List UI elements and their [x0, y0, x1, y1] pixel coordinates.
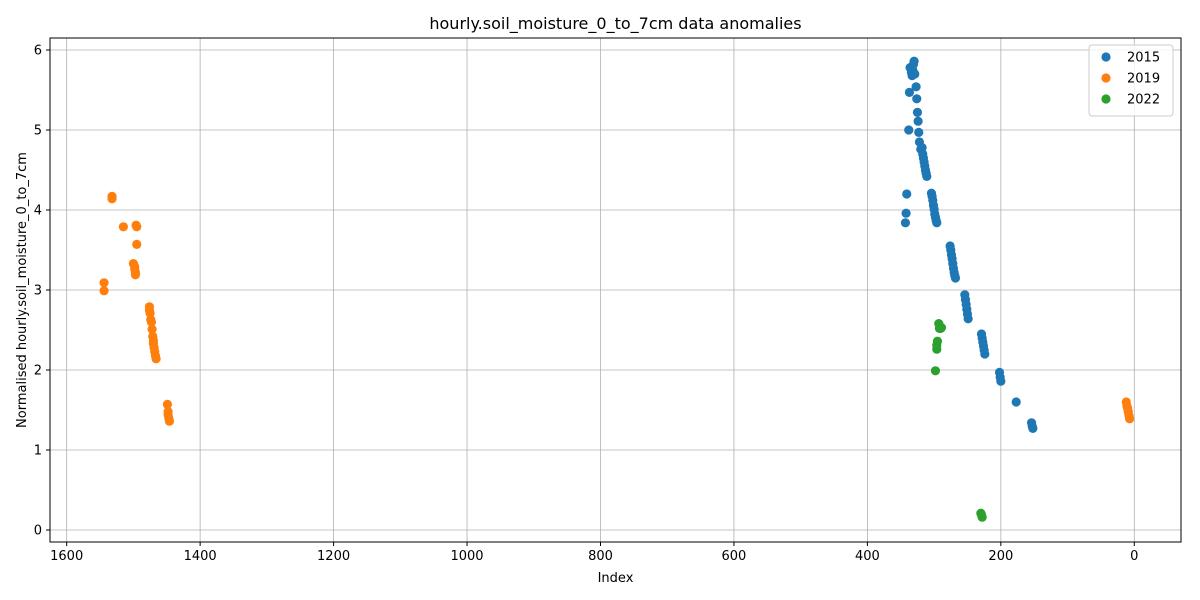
data-point — [118, 222, 128, 232]
data-point — [1028, 423, 1038, 433]
data-point — [950, 273, 961, 283]
x-tick-label: 0 — [1130, 549, 1138, 564]
x-tick-label: 1000 — [450, 549, 483, 564]
data-point — [1125, 414, 1135, 424]
data-point — [146, 317, 157, 327]
x-tick-label: 400 — [855, 549, 880, 564]
data-point — [914, 127, 924, 137]
legend: 2015 2019 2022 — [1088, 44, 1174, 117]
legend-label-2015: 2015 — [1127, 51, 1160, 66]
y-tick-label: 6 — [34, 44, 42, 59]
y-tick-label: 2 — [34, 364, 42, 379]
data-point — [911, 82, 921, 92]
data-point — [996, 376, 1006, 386]
data-point — [910, 69, 920, 79]
grid-lines — [50, 38, 1181, 542]
y-tick-label: 3 — [34, 284, 42, 299]
x-tick-label: 800 — [588, 549, 613, 564]
data-points — [99, 56, 1135, 522]
legend-marker-2019 — [1101, 73, 1111, 83]
axis-ticks: 1600 1400 1200 1000 800 600 400 200 0 0 1 2 3 4 5 6 — [34, 44, 1139, 565]
data-point — [901, 208, 911, 218]
data-point — [936, 323, 947, 333]
data-point — [980, 349, 990, 359]
data-point — [164, 416, 175, 426]
series-2022 — [930, 319, 987, 522]
series-2015 — [900, 56, 1038, 433]
y-tick-label: 0 — [34, 524, 42, 539]
legend-marker-2022 — [1101, 94, 1111, 104]
data-point — [932, 336, 943, 346]
data-point — [132, 239, 142, 249]
x-tick-label: 1400 — [184, 549, 217, 564]
x-tick-label: 1600 — [50, 549, 83, 564]
data-point — [912, 107, 923, 117]
series-2019 — [99, 191, 1135, 426]
data-point — [132, 222, 142, 232]
y-tick-label: 4 — [34, 204, 42, 219]
data-point — [904, 125, 914, 135]
legend-label-2022: 2022 — [1127, 93, 1160, 108]
data-point — [932, 218, 942, 228]
chart-title: hourly.soil_moisture_0_to_7cm data anoma… — [429, 14, 801, 34]
data-point — [909, 56, 919, 66]
data-point — [162, 399, 173, 409]
data-point — [913, 116, 923, 126]
data-point — [912, 94, 922, 104]
data-point — [130, 270, 141, 280]
data-point — [902, 189, 912, 199]
y-tick-label: 5 — [34, 124, 42, 139]
data-point — [147, 324, 157, 334]
y-axis-label: Normalised hourly.soil_moisture_0_to_7cm — [15, 152, 30, 428]
data-point — [904, 87, 915, 97]
data-point — [1011, 397, 1021, 407]
data-point — [99, 278, 109, 288]
x-tick-label: 200 — [988, 549, 1013, 564]
y-tick-label: 1 — [34, 444, 42, 459]
data-point — [922, 171, 932, 181]
data-point — [107, 194, 117, 204]
legend-label-2019: 2019 — [1127, 72, 1160, 87]
data-point — [900, 218, 911, 228]
x-tick-label: 600 — [722, 549, 747, 564]
x-tick-label: 1200 — [317, 549, 350, 564]
data-point — [151, 354, 161, 364]
data-point — [977, 512, 987, 522]
data-point — [99, 286, 109, 296]
data-point — [963, 314, 973, 324]
data-point — [930, 366, 941, 376]
x-axis-label: Index — [598, 571, 634, 586]
legend-marker-2015 — [1101, 52, 1111, 62]
